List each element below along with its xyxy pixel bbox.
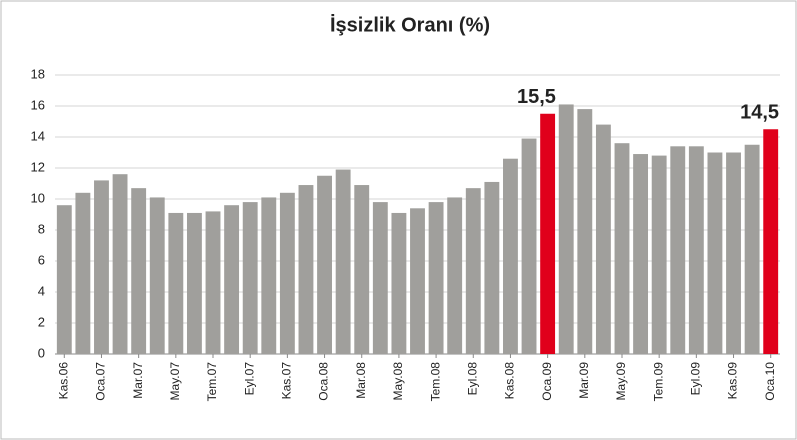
x-tick-label: Mar.08: [354, 362, 368, 399]
value-label: 14,5: [740, 102, 779, 124]
bar: [558, 104, 574, 354]
bar: [335, 169, 351, 354]
bar: [503, 158, 518, 354]
x-tick-label: Oca.10: [763, 362, 777, 401]
bar: [298, 185, 314, 354]
y-tick-label: 8: [38, 221, 45, 236]
bar: [670, 146, 686, 354]
x-tick-label: Oca.09: [540, 362, 554, 401]
bar: [224, 205, 240, 354]
y-tick-label: 2: [38, 314, 45, 329]
bar: [410, 208, 425, 354]
bar: [540, 113, 556, 354]
x-tick-label: Oca.07: [94, 362, 108, 401]
bar: [149, 197, 165, 354]
x-tick-label: Eyl.07: [242, 362, 256, 396]
x-tick-label: May.08: [391, 362, 405, 401]
bar: [75, 192, 91, 354]
bar: [763, 129, 779, 354]
bar: [56, 205, 72, 354]
bar: [521, 138, 537, 354]
x-tick-label: May.07: [168, 362, 182, 401]
x-tick-label: Kas.07: [280, 362, 294, 400]
x-tick-label: Tem.08: [428, 362, 442, 402]
bar: [317, 175, 332, 354]
x-tick-label: Oca.08: [317, 362, 331, 401]
bar: [391, 212, 407, 354]
x-tick-label: Tem.09: [651, 362, 665, 402]
bar: [484, 181, 500, 354]
bar: [707, 152, 723, 354]
bar: [205, 211, 221, 354]
x-tick-label: Mar.07: [131, 362, 145, 399]
bar: [688, 146, 704, 354]
y-tick-label: 10: [31, 190, 45, 205]
bar: [261, 197, 277, 354]
value-label: 15,5: [517, 86, 556, 108]
y-tick-label: 0: [38, 345, 45, 360]
x-tick-label: Kas.09: [726, 362, 740, 400]
x-tick-label: Kas.08: [503, 362, 517, 400]
x-tick-label: May.09: [614, 362, 628, 401]
bar: [447, 197, 463, 354]
bar: [595, 124, 611, 354]
x-tick-label: Tem.07: [205, 362, 219, 402]
bar: [94, 180, 109, 354]
bar: [112, 174, 128, 354]
y-tick-label: 4: [38, 283, 45, 298]
bar: [614, 143, 630, 354]
y-tick-label: 16: [31, 97, 45, 112]
bar: [354, 185, 370, 354]
x-tick-label: Mar.09: [577, 362, 591, 399]
bar: [465, 188, 481, 354]
y-tick-label: 18: [31, 66, 45, 81]
chart-title: İşsizlik Oranı (%): [330, 13, 490, 36]
y-tick-label: 14: [31, 128, 45, 143]
bar: [428, 202, 444, 354]
bar: [744, 144, 760, 354]
bar: [577, 109, 593, 354]
y-tick-label: 12: [31, 159, 45, 174]
bar: [168, 212, 184, 354]
bar: [242, 202, 258, 354]
x-tick-label: Eyl.08: [465, 362, 479, 396]
x-tick-label: Eyl.09: [689, 362, 703, 396]
bar: [131, 188, 147, 354]
bar: [372, 202, 388, 354]
bar: [651, 155, 667, 354]
bar: [726, 152, 741, 354]
y-tick-label: 6: [38, 252, 45, 267]
bar: [186, 212, 202, 354]
x-tick-label: Kas.06: [56, 362, 70, 400]
bar: [279, 192, 295, 354]
bar: [633, 154, 649, 354]
